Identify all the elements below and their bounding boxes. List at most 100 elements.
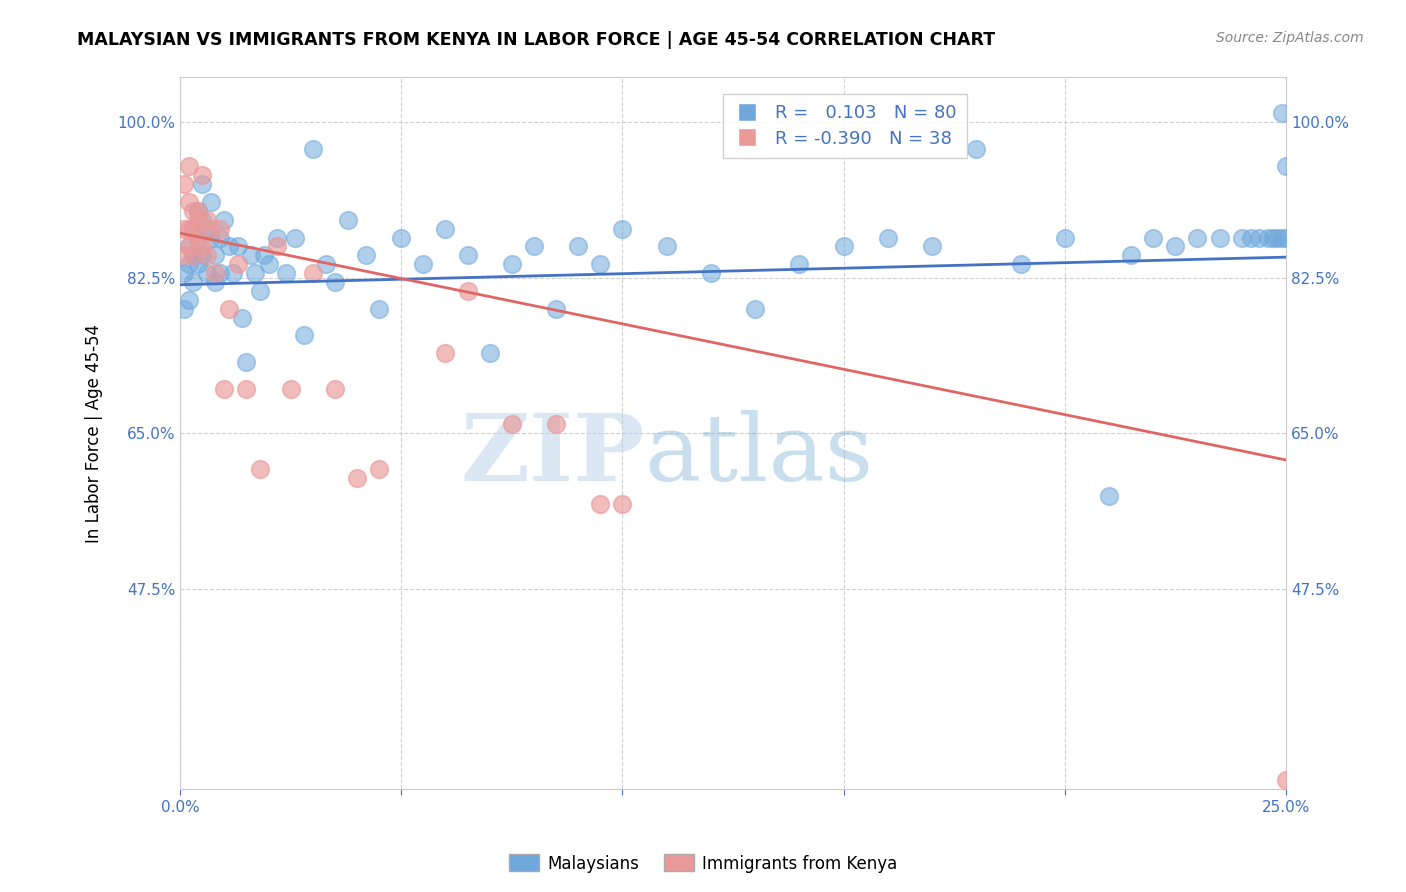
Point <box>200 230 222 244</box>
Point <box>187 203 209 218</box>
Point <box>187 212 209 227</box>
Point <box>965 142 987 156</box>
Point <box>655 239 678 253</box>
Point <box>187 203 209 218</box>
Point <box>173 221 195 235</box>
Point <box>589 257 612 271</box>
Point <box>315 257 337 271</box>
Point <box>200 194 222 209</box>
Point <box>187 230 209 244</box>
Point <box>1098 489 1121 503</box>
Point <box>204 248 226 262</box>
Point <box>1270 106 1292 120</box>
Point <box>214 382 236 396</box>
Point <box>266 230 288 244</box>
Text: MALAYSIAN VS IMMIGRANTS FROM KENYA IN LABOR FORCE | AGE 45-54 CORRELATION CHART: MALAYSIAN VS IMMIGRANTS FROM KENYA IN LA… <box>77 31 995 49</box>
Point <box>1187 230 1209 244</box>
Point <box>1265 230 1288 244</box>
Point <box>195 212 218 227</box>
Point <box>249 462 271 476</box>
Point <box>1275 773 1298 788</box>
Y-axis label: In Labor Force | Age 45-54: In Labor Force | Age 45-54 <box>86 324 103 543</box>
Text: ZIP: ZIP <box>460 409 644 500</box>
Point <box>177 239 200 253</box>
Point <box>257 257 280 271</box>
Point <box>1053 230 1076 244</box>
Point <box>208 221 231 235</box>
Point <box>266 239 288 253</box>
Point <box>876 230 898 244</box>
Point <box>195 248 218 262</box>
Point <box>173 177 195 191</box>
Point <box>389 230 412 244</box>
Point <box>235 355 257 369</box>
Point <box>276 266 298 280</box>
Point <box>181 248 204 262</box>
Point <box>1121 248 1143 262</box>
Point <box>523 239 546 253</box>
Point <box>612 498 634 512</box>
Point <box>337 212 360 227</box>
Point <box>544 301 567 316</box>
Point <box>1270 230 1292 244</box>
Point <box>1257 230 1279 244</box>
Point <box>191 248 214 262</box>
Point <box>457 284 479 298</box>
Point <box>434 221 457 235</box>
Point <box>292 328 315 343</box>
Point <box>323 382 346 396</box>
Point <box>191 169 214 183</box>
Point <box>284 230 307 244</box>
Point <box>501 417 523 432</box>
Point <box>208 230 231 244</box>
Point <box>589 498 612 512</box>
Point <box>478 346 501 360</box>
Point <box>177 293 200 307</box>
Point <box>567 239 589 253</box>
Point <box>181 248 204 262</box>
Point <box>231 310 253 325</box>
Point <box>181 275 204 289</box>
Point <box>181 221 204 235</box>
Point <box>177 221 200 235</box>
Point <box>191 212 214 227</box>
Point <box>1239 230 1261 244</box>
Point <box>200 221 222 235</box>
Point <box>245 266 267 280</box>
Point <box>544 417 567 432</box>
Point <box>368 462 391 476</box>
Point <box>187 257 209 271</box>
Point <box>204 266 226 280</box>
Point <box>412 257 434 271</box>
Point <box>195 266 218 280</box>
Point <box>744 301 766 316</box>
Point <box>457 248 479 262</box>
Point <box>921 239 943 253</box>
Point <box>177 160 200 174</box>
Point <box>700 266 723 280</box>
Point <box>177 239 200 253</box>
Legend: Malaysians, Immigrants from Kenya: Malaysians, Immigrants from Kenya <box>502 847 904 880</box>
Point <box>226 257 249 271</box>
Legend: R =   0.103   N = 80, R = -0.390   N = 38: R = 0.103 N = 80, R = -0.390 N = 38 <box>723 94 967 159</box>
Point <box>1010 257 1032 271</box>
Point <box>301 142 323 156</box>
Point <box>832 239 855 253</box>
Point <box>226 239 249 253</box>
Point <box>214 212 236 227</box>
Point <box>173 301 195 316</box>
Point <box>191 239 214 253</box>
Point <box>346 471 368 485</box>
Point <box>368 301 391 316</box>
Point <box>195 221 218 235</box>
Point <box>204 275 226 289</box>
Point <box>280 382 302 396</box>
Point <box>218 301 240 316</box>
Point <box>1275 230 1298 244</box>
Point <box>222 266 245 280</box>
Point <box>173 248 195 262</box>
Point <box>181 221 204 235</box>
Point <box>1275 160 1298 174</box>
Point <box>187 230 209 244</box>
Point <box>177 194 200 209</box>
